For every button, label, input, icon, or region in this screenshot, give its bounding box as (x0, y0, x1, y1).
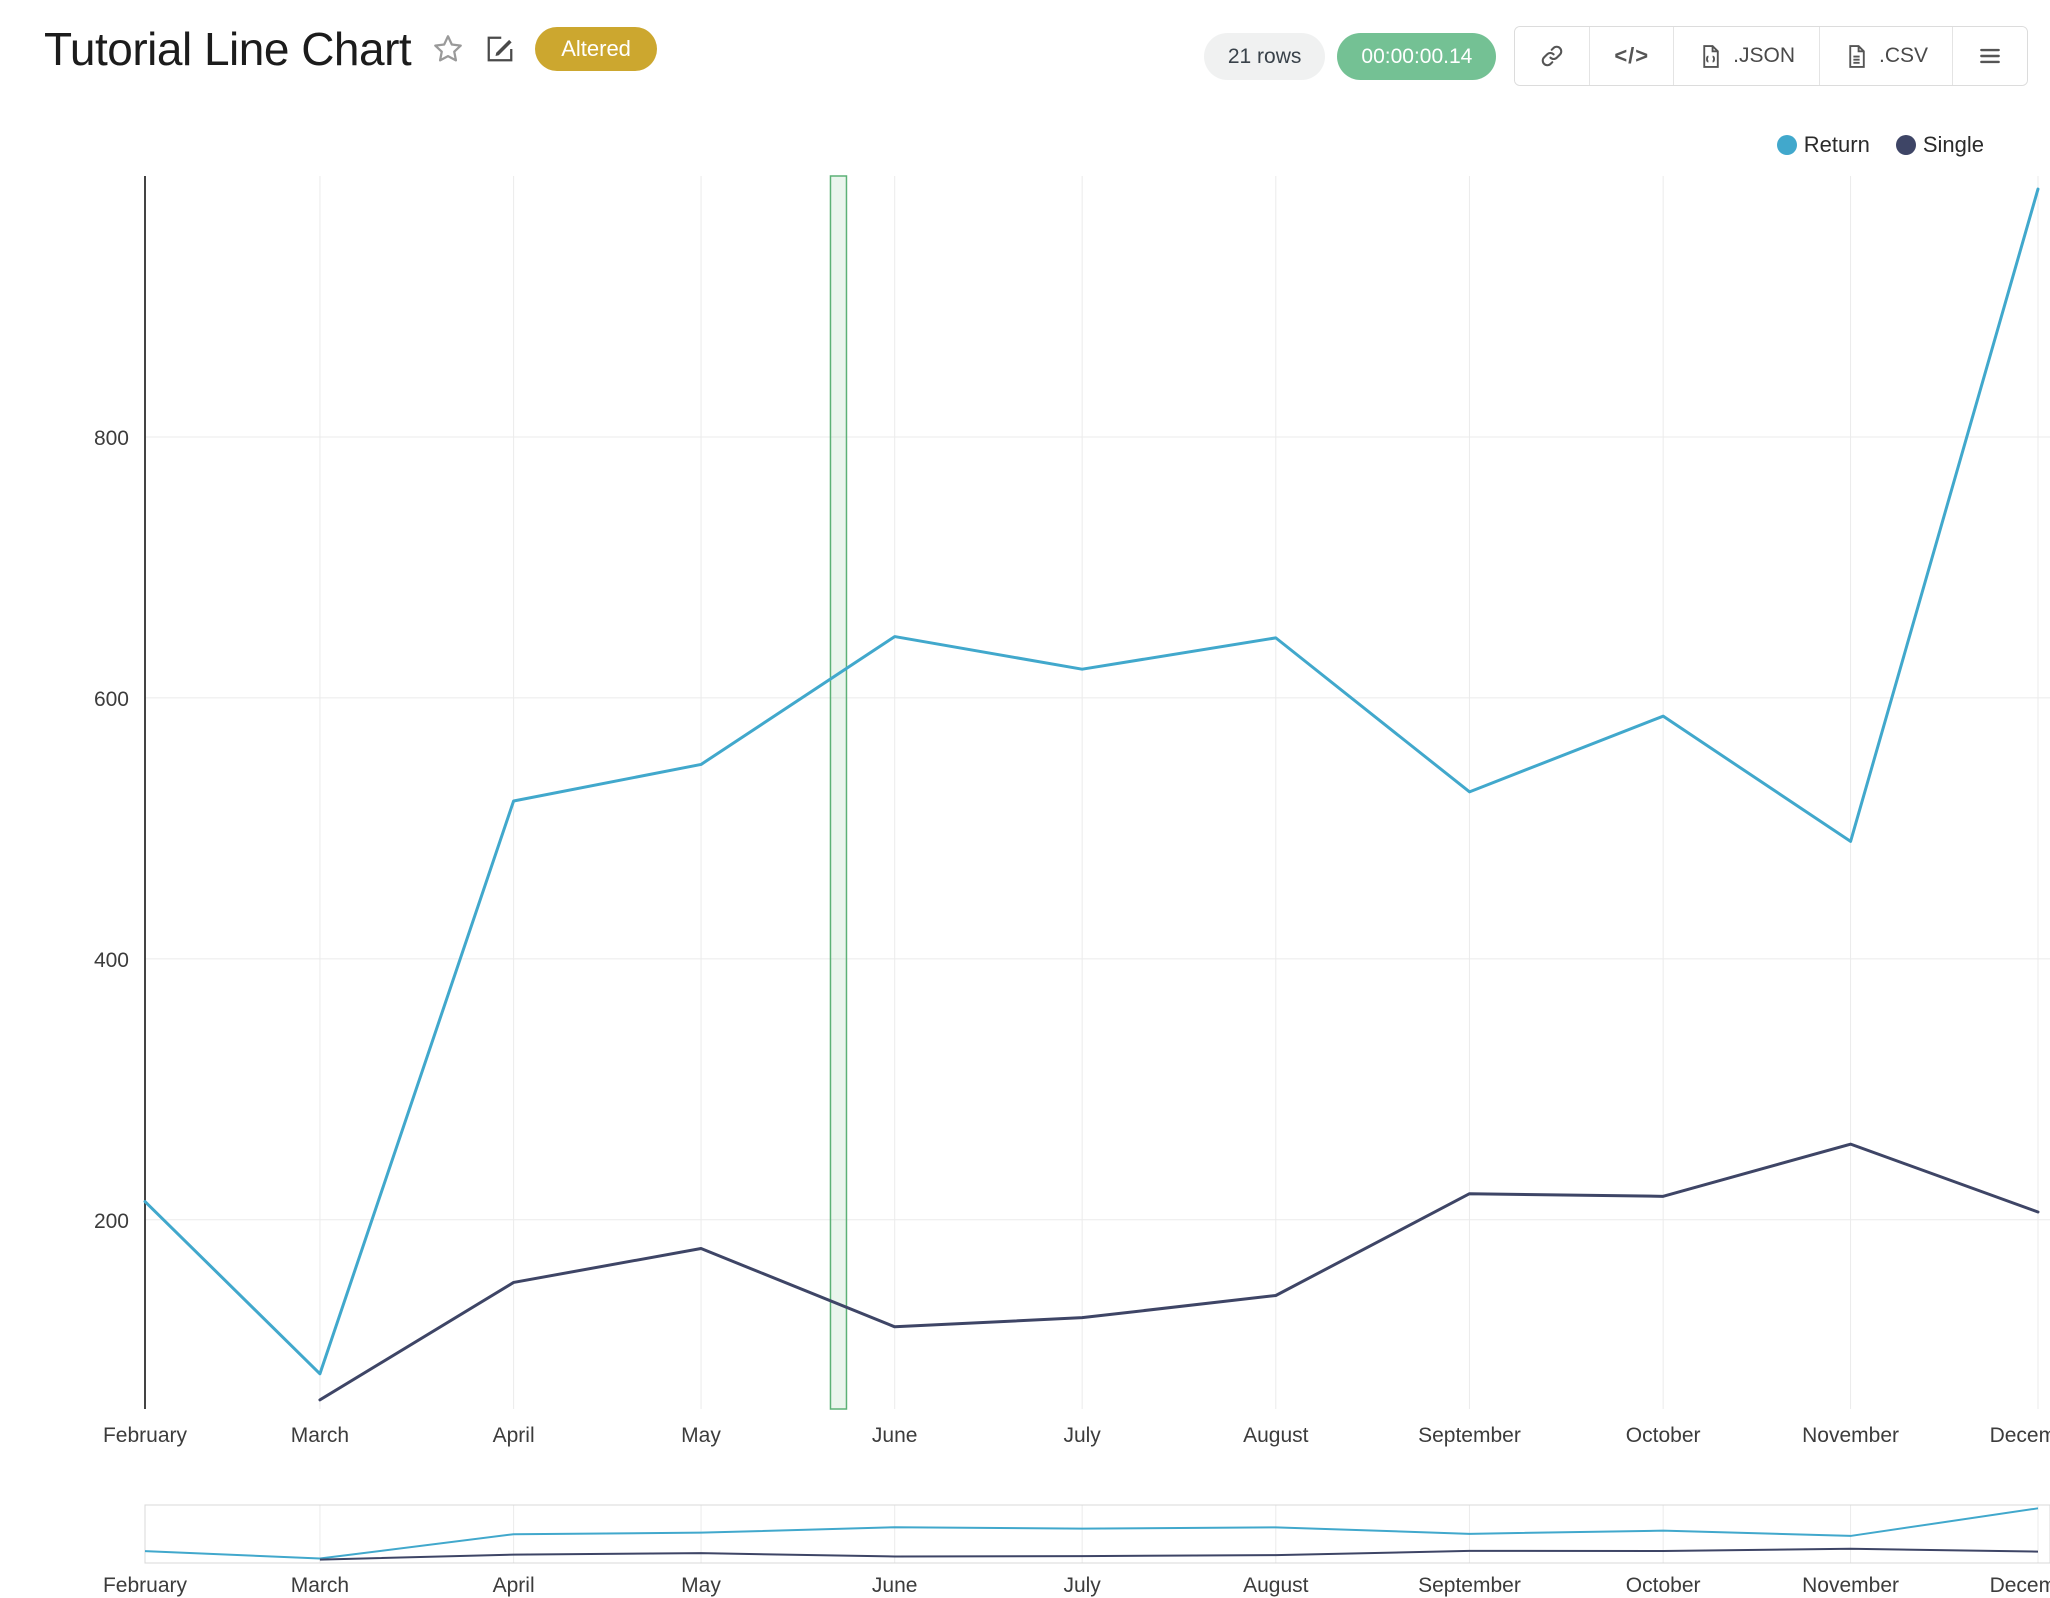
x-tick-label: May (681, 1424, 721, 1447)
x-tick-label: July (1063, 1424, 1101, 1447)
series-line-return[interactable] (143, 187, 2040, 1376)
x-tick-label: June (872, 1424, 918, 1447)
x-tick-label: September (1418, 1424, 1521, 1447)
title-bar: Tutorial Line Chart Altered (44, 22, 657, 76)
hamburger-icon (1980, 48, 2000, 64)
rangeslider-tick-label: June (872, 1574, 918, 1597)
code-icon: </> (1614, 43, 1650, 68)
page-title: Tutorial Line Chart (44, 23, 412, 75)
star-icon (434, 35, 463, 62)
selection-band[interactable] (829, 175, 848, 1410)
rangeslider-tick-label: November (1802, 1574, 1899, 1597)
rangeslider-tick-label: September (1418, 1574, 1521, 1597)
rangeslider-line-single (319, 1547, 2039, 1561)
legend-dot-return (1776, 135, 1797, 155)
edit-title-button[interactable] (485, 34, 515, 64)
edit-pencil-icon (487, 36, 513, 62)
x-tick-label: August (1243, 1424, 1309, 1447)
series-line-single[interactable] (318, 1142, 2040, 1402)
y-tick-label: 600 (94, 688, 129, 711)
altered-badge: Altered (535, 27, 657, 71)
download-json-label: .JSON (1733, 44, 1795, 67)
x-tick-label: December (1990, 1424, 2050, 1447)
download-json-button[interactable]: .JSON (1673, 27, 1819, 85)
embed-code-button[interactable]: </> (1589, 27, 1674, 85)
rangeslider-tick-label: April (493, 1574, 535, 1597)
download-csv-label: .CSV (1878, 44, 1928, 67)
rangeslider-tick-label: March (291, 1574, 349, 1597)
toolbar: 21 rows 00:00:00.14 </> .JSON (1203, 26, 2028, 86)
rows-count-pill: 21 rows (1203, 32, 1326, 80)
rangeslider-tick-label: October (1626, 1574, 1701, 1597)
x-tick-label: March (291, 1424, 349, 1447)
json-file-icon (1703, 44, 1719, 68)
chart-legend: Return Single (1776, 132, 1984, 158)
rangeslider-tick-label: December (1990, 1574, 2050, 1597)
legend-label-return: Return (1803, 132, 1870, 157)
rangeslider-tick-label: August (1243, 1574, 1309, 1597)
more-menu-button[interactable] (1952, 27, 2027, 85)
rangeslider-tick-label: May (681, 1574, 721, 1597)
export-button-group: </> .JSON .CSV (1514, 26, 2028, 86)
legend-label-single: Single (1922, 132, 1984, 157)
y-tick-label: 800 (94, 427, 129, 450)
x-tick-label: November (1802, 1424, 1899, 1447)
favorite-button[interactable] (431, 32, 465, 66)
x-tick-label: February (103, 1424, 188, 1447)
y-tick-label: 400 (94, 949, 129, 972)
rangeslider-frame[interactable] (144, 1504, 2050, 1564)
x-tick-label: April (493, 1424, 535, 1447)
legend-item-return[interactable]: Return (1776, 132, 1870, 158)
csv-file-icon (1849, 44, 1865, 68)
legend-item-single[interactable]: Single (1895, 132, 1984, 158)
y-tick-label: 200 (94, 1210, 129, 1233)
x-tick-label: October (1626, 1424, 1701, 1447)
download-csv-button[interactable]: .CSV (1818, 27, 1952, 85)
legend-dot-single (1895, 135, 1916, 155)
rangeslider-tick-label: July (1063, 1574, 1101, 1597)
plot-area[interactable] (145, 176, 2050, 1409)
share-link-button[interactable] (1515, 27, 1590, 85)
rangeslider-line-return (144, 1507, 2039, 1560)
execution-time-pill: 00:00:00.14 (1337, 32, 1497, 80)
rangeslider-tick-label: February (103, 1574, 188, 1597)
link-icon (1542, 45, 1563, 67)
